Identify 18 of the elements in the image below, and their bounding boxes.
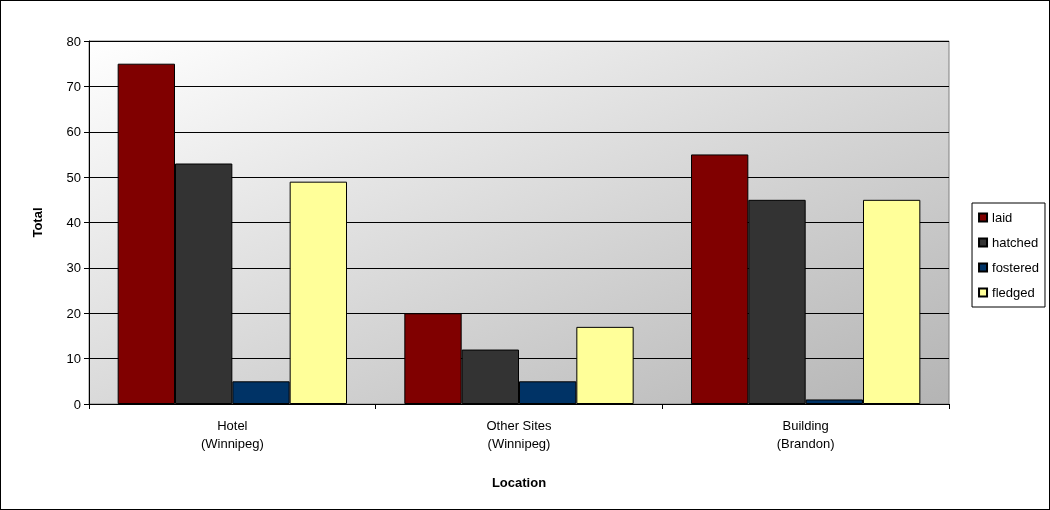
y-tick-label: 60 xyxy=(66,124,81,140)
x-tick-label: Other Sites (Winnipeg) xyxy=(486,417,553,451)
y-tick-label: 30 xyxy=(66,260,81,276)
y-tick-label: 10 xyxy=(66,351,81,367)
y-tick-label: 70 xyxy=(66,78,81,94)
y-tick-label: 20 xyxy=(66,305,81,321)
y-axis-title: Total xyxy=(30,207,45,238)
y-tick-label: 40 xyxy=(66,215,81,230)
y-tick-label: 0 xyxy=(73,396,81,412)
y-tick-label: 50 xyxy=(66,169,81,185)
legend-label: fostered xyxy=(992,260,1040,275)
y-tick-label: 80 xyxy=(66,33,81,49)
x-tick-label: Hotel (Winnipeg) xyxy=(200,417,264,451)
legend-label: fledged xyxy=(992,285,1035,300)
x-tick-label: Building (Brandon) xyxy=(776,417,835,451)
legend-label: laid xyxy=(992,210,1013,225)
x-axis-title: Location xyxy=(491,475,547,490)
legend-label: hatched xyxy=(992,235,1039,250)
